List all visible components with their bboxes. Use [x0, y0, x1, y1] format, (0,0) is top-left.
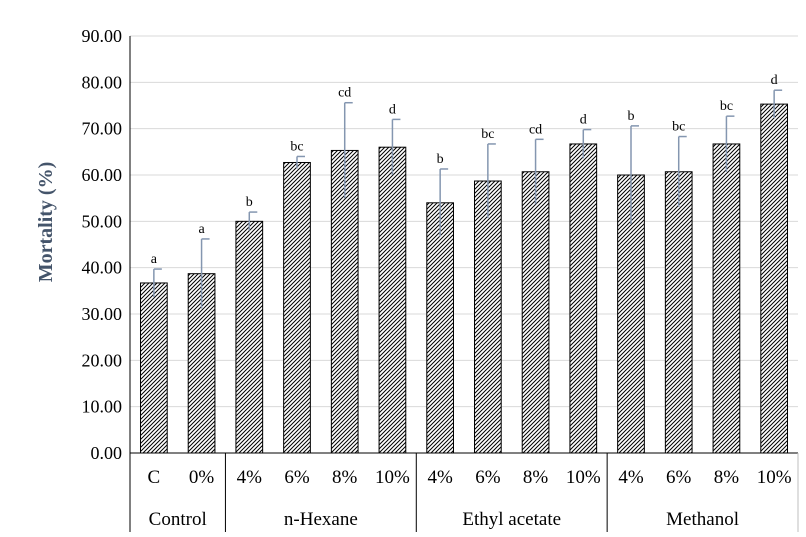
x-tick-label: 6% — [284, 467, 310, 488]
y-tick-label: 70.00 — [82, 119, 123, 139]
y-tick-label: 40.00 — [82, 258, 123, 278]
y-tick-label: 0.00 — [91, 443, 123, 463]
group-label: n-Hexane — [284, 509, 358, 530]
x-tick-label: 8% — [332, 467, 358, 488]
y-tick-label: 10.00 — [82, 397, 123, 417]
significance-label: d — [389, 102, 396, 117]
labels: 0.00 10.00 20.00 30.00 40.00 50.00 60.00 70.00 8… — [82, 26, 792, 530]
group-label: Ethyl acetate — [462, 509, 561, 530]
bar — [426, 202, 455, 454]
y-tick-label: 60.00 — [82, 165, 123, 185]
significance-label: b — [437, 152, 444, 167]
x-tick-label: 8% — [523, 467, 549, 488]
bar — [569, 143, 598, 454]
x-tick-label: 10% — [757, 467, 792, 488]
significance-label: bc — [481, 127, 494, 142]
y-tick-label: 20.00 — [82, 350, 123, 370]
y-tick-label: 90.00 — [82, 26, 123, 46]
x-tick-label: C — [148, 467, 161, 488]
x-tick-label: 10% — [375, 467, 410, 488]
y-tick-label: 80.00 — [82, 72, 123, 92]
x-tick-label: 4% — [237, 467, 263, 488]
bar — [712, 143, 741, 454]
significance-label: b — [628, 109, 635, 124]
significance-label: cd — [338, 86, 351, 101]
x-tick-label: 6% — [475, 467, 501, 488]
x-tick-label: 4% — [427, 467, 453, 488]
group-label: Methanol — [666, 509, 739, 530]
significance-label: bc — [290, 139, 303, 154]
bar — [235, 220, 264, 454]
significance-label: b — [246, 195, 253, 210]
axes — [129, 36, 799, 532]
bar — [283, 161, 311, 454]
x-tick-label: 8% — [714, 467, 740, 488]
y-axis-label: Mortality (%) — [35, 162, 57, 283]
x-tick-label: 10% — [566, 467, 601, 488]
bar — [378, 146, 407, 454]
y-tick-label: 50.00 — [82, 211, 123, 231]
bar — [760, 103, 789, 454]
significance-label: bc — [672, 120, 685, 135]
x-tick-label: 4% — [618, 467, 644, 488]
gridlines — [130, 35, 798, 408]
x-tick-label: 0% — [189, 467, 215, 488]
significance-label: a — [151, 252, 158, 267]
bar — [330, 149, 359, 454]
group-label: Control — [149, 509, 207, 530]
bar — [139, 282, 168, 454]
bar — [473, 180, 502, 454]
x-tick-label: 6% — [666, 467, 692, 488]
significance-label: cd — [529, 122, 542, 137]
bars — [139, 89, 789, 454]
significance-label: a — [198, 222, 205, 237]
bar — [521, 171, 550, 454]
bar — [664, 171, 693, 454]
significance-label: d — [771, 73, 778, 88]
significance-label: bc — [720, 99, 733, 114]
significance-label: d — [580, 113, 587, 128]
y-tick-label: 30.00 — [82, 304, 123, 324]
